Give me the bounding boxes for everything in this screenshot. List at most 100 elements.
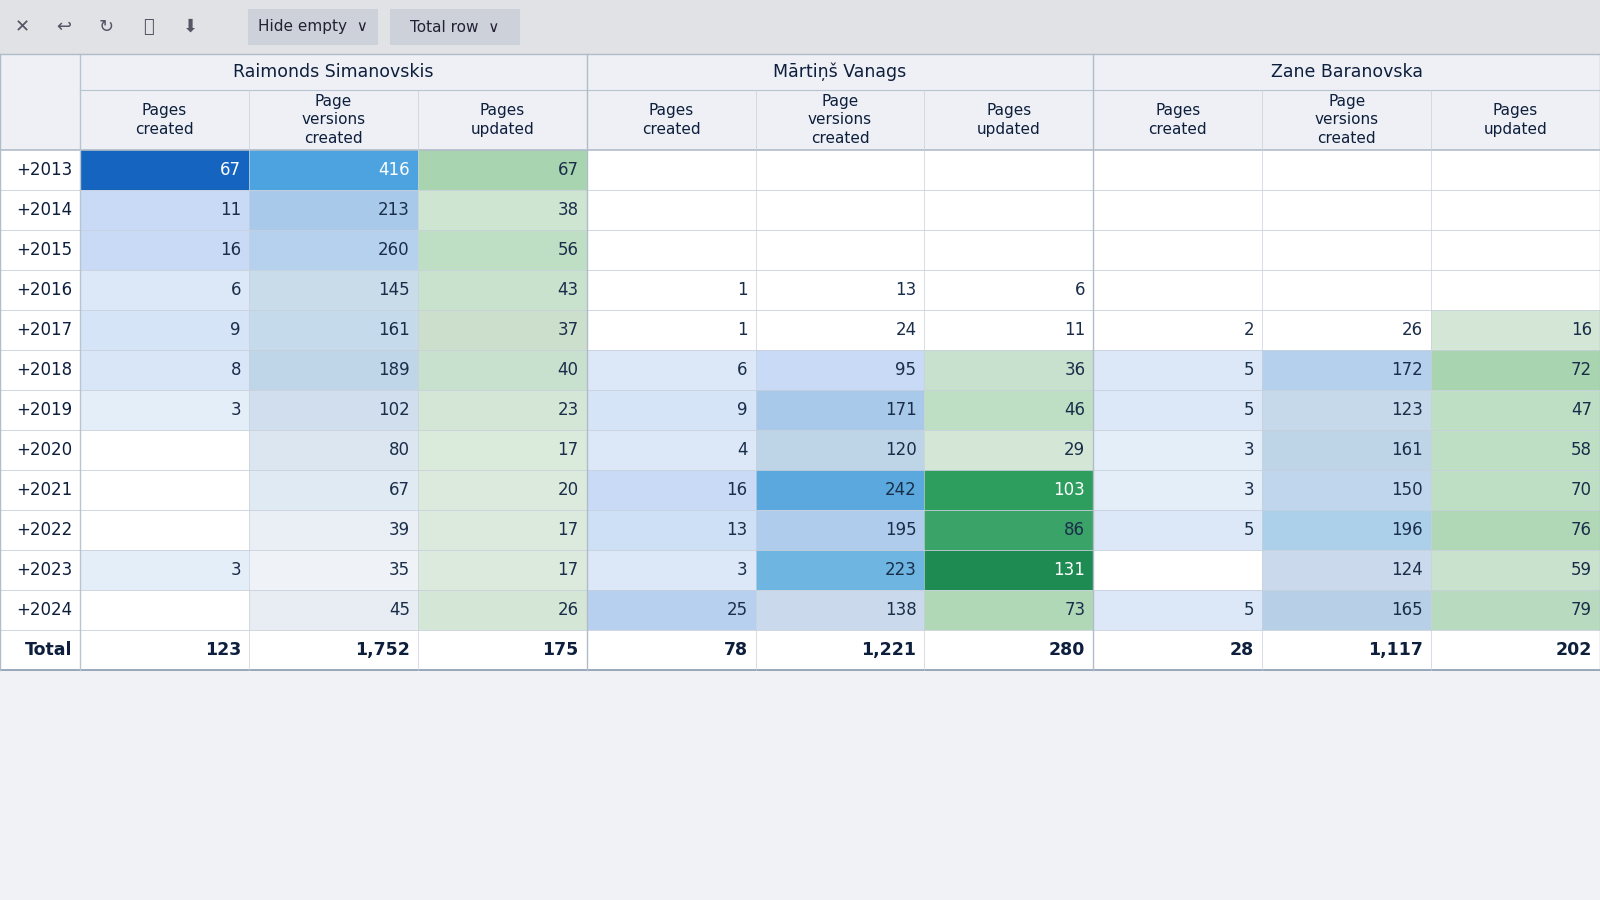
- Text: 78: 78: [723, 641, 747, 659]
- Text: 24: 24: [896, 321, 917, 339]
- Text: 103: 103: [1053, 481, 1085, 499]
- Text: 1,221: 1,221: [861, 641, 917, 659]
- Text: 5: 5: [1243, 401, 1254, 419]
- Text: 202: 202: [1555, 641, 1592, 659]
- Text: 29: 29: [1064, 441, 1085, 459]
- Text: 20: 20: [557, 481, 579, 499]
- Text: 120: 120: [885, 441, 917, 459]
- Text: ↻: ↻: [99, 18, 114, 36]
- Text: 223: 223: [885, 561, 917, 579]
- Text: ↩: ↩: [56, 18, 72, 36]
- Text: 11: 11: [219, 201, 242, 219]
- Text: 138: 138: [885, 601, 917, 619]
- Text: 16: 16: [726, 481, 747, 499]
- Text: 1: 1: [738, 281, 747, 299]
- Text: 11: 11: [1064, 321, 1085, 339]
- Text: 25: 25: [726, 601, 747, 619]
- Text: 8: 8: [230, 361, 242, 379]
- Text: 16: 16: [1571, 321, 1592, 339]
- Text: +2023: +2023: [16, 561, 72, 579]
- Text: Page
versions
created: Page versions created: [301, 94, 365, 146]
- Text: 67: 67: [558, 161, 579, 179]
- Text: 45: 45: [389, 601, 410, 619]
- Text: 17: 17: [557, 561, 579, 579]
- Text: Pages
updated: Pages updated: [978, 104, 1040, 137]
- Text: ✕: ✕: [14, 18, 29, 36]
- Text: Raimonds Simanovskis: Raimonds Simanovskis: [234, 63, 434, 81]
- Text: 23: 23: [557, 401, 579, 419]
- Text: 213: 213: [378, 201, 410, 219]
- Text: 1,752: 1,752: [355, 641, 410, 659]
- Text: Pages
created: Pages created: [642, 104, 701, 137]
- Text: 6: 6: [738, 361, 747, 379]
- Text: 196: 196: [1392, 521, 1422, 539]
- Text: 145: 145: [378, 281, 410, 299]
- Text: 5: 5: [1243, 601, 1254, 619]
- Text: 38: 38: [557, 201, 579, 219]
- Text: 175: 175: [542, 641, 579, 659]
- Text: 1,117: 1,117: [1368, 641, 1422, 659]
- Text: Pages
updated: Pages updated: [1483, 104, 1547, 137]
- Text: 56: 56: [558, 241, 579, 259]
- Text: 131: 131: [1053, 561, 1085, 579]
- Text: 5: 5: [1243, 521, 1254, 539]
- Text: 58: 58: [1571, 441, 1592, 459]
- Text: +2015: +2015: [16, 241, 72, 259]
- Text: 17: 17: [557, 441, 579, 459]
- Text: 6: 6: [1075, 281, 1085, 299]
- Text: +2021: +2021: [16, 481, 72, 499]
- Text: 9: 9: [230, 321, 242, 339]
- Text: 13: 13: [726, 521, 747, 539]
- Text: 123: 123: [205, 641, 242, 659]
- Text: +2018: +2018: [16, 361, 72, 379]
- Text: 76: 76: [1571, 521, 1592, 539]
- Text: +2022: +2022: [16, 521, 72, 539]
- Text: Total row  ∨: Total row ∨: [410, 20, 499, 34]
- Text: 123: 123: [1392, 401, 1422, 419]
- Text: 150: 150: [1392, 481, 1422, 499]
- Text: 172: 172: [1392, 361, 1422, 379]
- Text: 260: 260: [378, 241, 410, 259]
- Text: 80: 80: [389, 441, 410, 459]
- Text: Page
versions
created: Page versions created: [1315, 94, 1379, 146]
- Text: 161: 161: [378, 321, 410, 339]
- Text: 165: 165: [1392, 601, 1422, 619]
- Text: Zane Baranovska: Zane Baranovska: [1270, 63, 1422, 81]
- Text: 36: 36: [1064, 361, 1085, 379]
- Text: 72: 72: [1571, 361, 1592, 379]
- Text: 13: 13: [894, 281, 917, 299]
- Text: 💬: 💬: [142, 18, 154, 36]
- Text: 47: 47: [1571, 401, 1592, 419]
- Text: 416: 416: [378, 161, 410, 179]
- Text: Mārtiņš Vanags: Mārtiņš Vanags: [773, 63, 907, 81]
- Text: 3: 3: [230, 401, 242, 419]
- Text: +2019: +2019: [16, 401, 72, 419]
- Text: 26: 26: [1402, 321, 1422, 339]
- Text: Pages
created: Pages created: [134, 104, 194, 137]
- Text: 70: 70: [1571, 481, 1592, 499]
- Text: +2024: +2024: [16, 601, 72, 619]
- Text: 26: 26: [557, 601, 579, 619]
- Text: 95: 95: [896, 361, 917, 379]
- Text: 35: 35: [389, 561, 410, 579]
- Text: 46: 46: [1064, 401, 1085, 419]
- Text: +2016: +2016: [16, 281, 72, 299]
- Text: 189: 189: [378, 361, 410, 379]
- Text: 5: 5: [1243, 361, 1254, 379]
- Text: Hide empty  ∨: Hide empty ∨: [258, 20, 368, 34]
- Text: 161: 161: [1392, 441, 1422, 459]
- Text: 3: 3: [1243, 441, 1254, 459]
- Text: +2017: +2017: [16, 321, 72, 339]
- Text: 17: 17: [557, 521, 579, 539]
- Text: +2013: +2013: [16, 161, 72, 179]
- Text: 242: 242: [885, 481, 917, 499]
- Text: 171: 171: [885, 401, 917, 419]
- Text: Page
versions
created: Page versions created: [808, 94, 872, 146]
- Text: 4: 4: [738, 441, 747, 459]
- Text: 102: 102: [378, 401, 410, 419]
- Text: 16: 16: [219, 241, 242, 259]
- Text: 3: 3: [738, 561, 747, 579]
- Text: 43: 43: [557, 281, 579, 299]
- Text: 67: 67: [389, 481, 410, 499]
- Text: 59: 59: [1571, 561, 1592, 579]
